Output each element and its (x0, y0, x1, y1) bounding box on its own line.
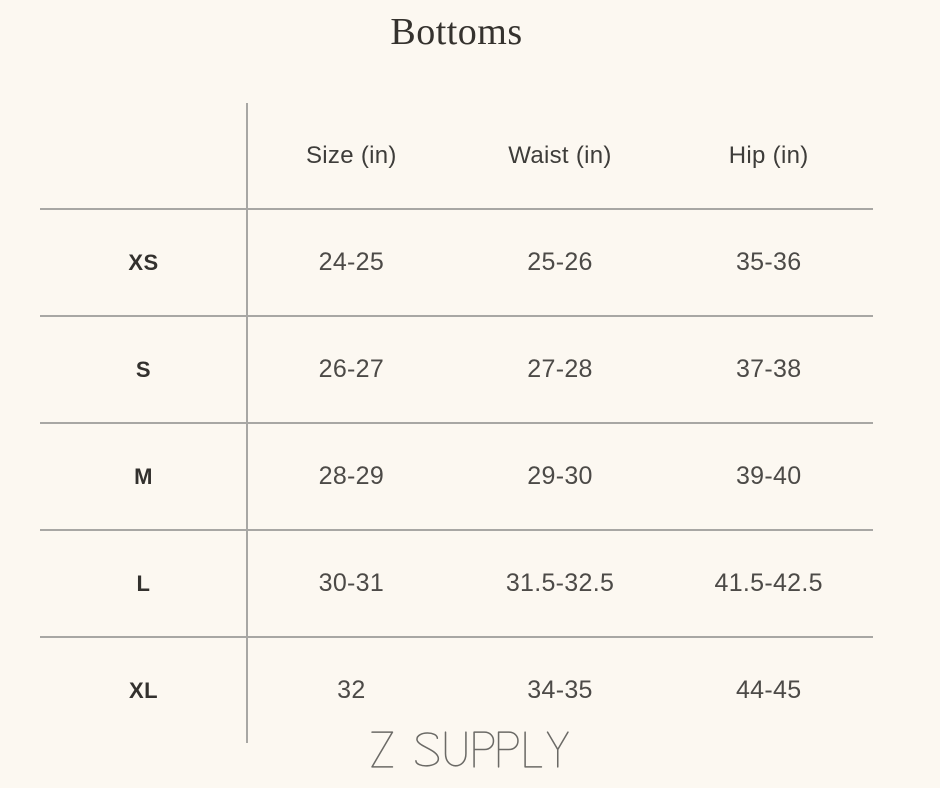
hip-value: 39-40 (735, 462, 802, 490)
waist-value: 34-35 (527, 676, 593, 704)
page-title: Bottoms (390, 11, 523, 53)
size-label: XS (128, 249, 159, 275)
size-label: S (135, 356, 152, 382)
header-spacer-cell (40, 103, 247, 208)
hip-value: 37-38 (735, 355, 802, 383)
size-value: 28-29 (318, 462, 385, 490)
table-row-xs: XS 24-25 25-26 35-36 (40, 208, 873, 315)
column-header-waist: Waist (in) (508, 141, 612, 169)
column-header-hip: Hip (in) (728, 141, 809, 169)
column-header-size: Size (in) (305, 141, 397, 169)
hip-value: 35-36 (735, 248, 802, 276)
size-value: 32 (337, 676, 366, 704)
column-divider-line (246, 103, 248, 743)
size-label: M (134, 463, 153, 489)
z-supply-logo-glyphs (371, 731, 569, 768)
size-chart-table: Size (in) Waist (in) Hip (in) XS 24-25 2… (40, 103, 873, 743)
table-row-xl: XL 32 34-35 44-45 (40, 636, 873, 743)
waist-value: 25-26 (527, 248, 593, 276)
table-header-row: Size (in) Waist (in) Hip (in) (40, 103, 873, 208)
table-row-m: M 28-29 29-30 39-40 (40, 422, 873, 529)
size-label: L (136, 570, 151, 596)
hip-value: 44-45 (735, 676, 802, 704)
waist-value: 27-28 (527, 355, 593, 383)
table-row-s: S 26-27 27-28 37-38 (40, 315, 873, 422)
waist-value: 29-30 (527, 462, 593, 490)
table-row-l: L 30-31 31.5-32.5 41.5-42.5 (40, 529, 873, 636)
waist-value: 31.5-32.5 (505, 569, 615, 597)
size-label: XL (128, 677, 159, 703)
size-value: 30-31 (318, 569, 385, 597)
hip-value: 41.5-42.5 (714, 569, 823, 597)
size-value: 26-27 (318, 355, 385, 383)
size-value: 24-25 (318, 248, 385, 276)
z-supply-logo (0, 730, 940, 769)
